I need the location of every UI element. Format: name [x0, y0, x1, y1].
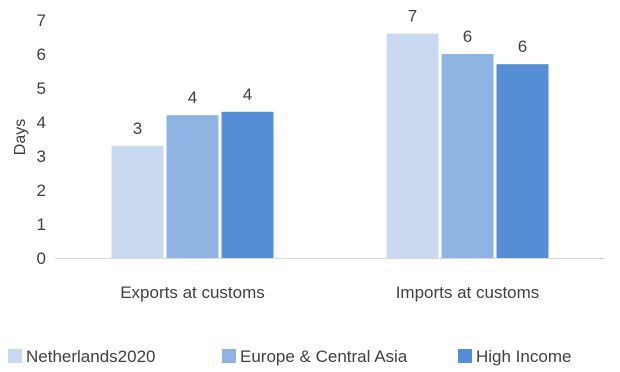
y-tick-label: 5 — [37, 79, 46, 98]
legend-item: High Income — [458, 347, 571, 366]
y-tick-label: 7 — [37, 11, 46, 30]
y-axis: 0 1 2 3 4 5 6 7 — [37, 11, 46, 268]
legend-swatch — [458, 349, 472, 363]
bar — [441, 54, 494, 258]
legend-label: Netherlands2020 — [26, 347, 155, 366]
y-tick-label: 2 — [37, 181, 46, 200]
y-tick-label: 6 — [37, 45, 46, 64]
data-label: 6 — [518, 37, 527, 56]
legend-item: Europe & Central Asia — [222, 347, 408, 366]
legend-item: Netherlands2020 — [8, 347, 155, 366]
legend-label: High Income — [476, 347, 571, 366]
x-category-label: Exports at customs — [120, 283, 265, 302]
y-tick-label: 1 — [37, 215, 46, 234]
y-tick-label: 3 — [37, 147, 46, 166]
bar — [496, 64, 549, 258]
legend-swatch — [8, 349, 22, 363]
y-tick-label: 4 — [37, 113, 46, 132]
x-axis-categories: Exports at customs Imports at customs — [120, 283, 539, 302]
y-axis-title: Days — [12, 119, 29, 155]
bar — [111, 145, 164, 258]
bar — [221, 111, 274, 258]
legend-swatch — [222, 349, 236, 363]
bar — [166, 115, 219, 258]
data-label: 4 — [243, 85, 252, 104]
y-tick-label: 0 — [37, 249, 46, 268]
data-label: 3 — [133, 119, 142, 138]
data-label: 6 — [463, 27, 472, 46]
legend: Netherlands2020 Europe & Central Asia High… — [8, 347, 571, 366]
data-labels: 3 4 4 7 6 6 — [133, 7, 527, 138]
data-label: 4 — [188, 88, 197, 107]
x-category-label: Imports at customs — [396, 283, 540, 302]
bars — [111, 33, 549, 258]
bar — [386, 33, 439, 258]
legend-label: Europe & Central Asia — [240, 347, 408, 366]
data-label: 7 — [408, 7, 417, 26]
